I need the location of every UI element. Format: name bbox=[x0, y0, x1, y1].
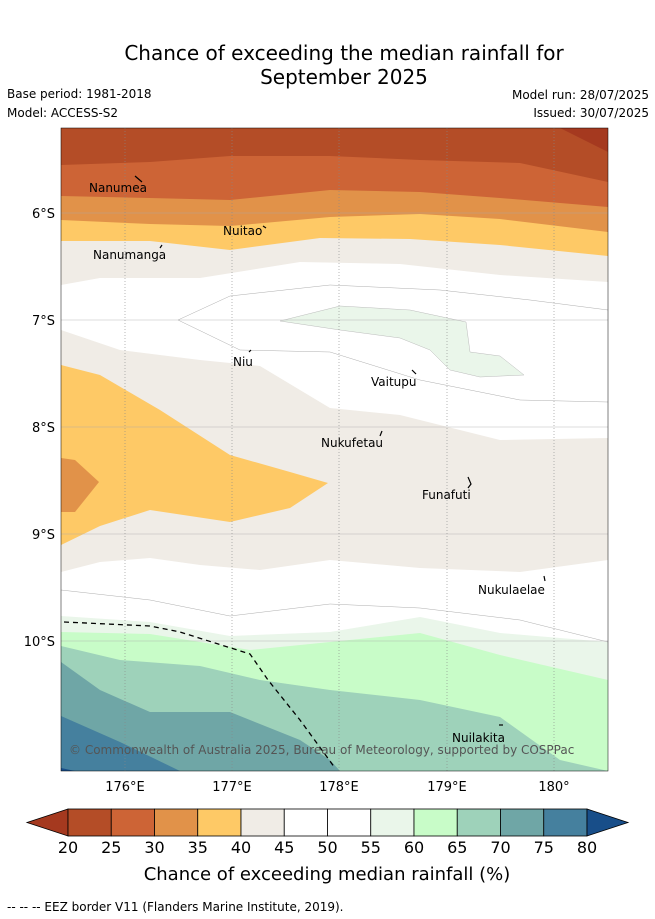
place-label: Nukulaelae bbox=[478, 583, 545, 597]
place-label: Nanumea bbox=[89, 181, 147, 195]
colorbar-tick-label: 70 bbox=[490, 838, 510, 857]
latitude-label: 10°S bbox=[24, 635, 55, 650]
longitude-label: 177°E bbox=[212, 780, 252, 795]
band-55-60-pocket bbox=[279, 305, 525, 378]
band-80-plus bbox=[61, 768, 75, 771]
colorbar-segment bbox=[240, 808, 285, 837]
latitude-label: 6°S bbox=[32, 207, 55, 222]
graticule bbox=[61, 128, 608, 771]
colorbar-ticks: 20 25 30 35 40 45 50 55 60 65 70 75 80 bbox=[58, 838, 597, 857]
colorbar-segment bbox=[543, 808, 588, 837]
place-label: Nukufetau bbox=[321, 436, 383, 450]
colorbar bbox=[25, 808, 630, 837]
colorbar-tick-label: 65 bbox=[447, 838, 467, 857]
place-label: Funafuti bbox=[422, 488, 471, 502]
place-label: Nuitao bbox=[223, 224, 262, 238]
colorbar-tick-label: 60 bbox=[404, 838, 424, 857]
colorbar-tick-label: 35 bbox=[188, 838, 208, 857]
place-label: Nanumanga bbox=[93, 248, 166, 262]
place-label: Niu bbox=[233, 355, 253, 369]
latitude-label: 8°S bbox=[32, 421, 55, 436]
title-line-1: Chance of exceeding the median rainfall … bbox=[124, 41, 564, 65]
colorbar-tick-label: 80 bbox=[577, 838, 597, 857]
latitude-label: 9°S bbox=[32, 528, 55, 543]
colorbar-segment bbox=[283, 808, 328, 837]
eez-border-line bbox=[63, 621, 336, 769]
latitude-label: 7°S bbox=[32, 314, 55, 329]
map-figure: Nanumea Nuitao Nanumanga Niu Vaitupu Nuk… bbox=[24, 127, 630, 885]
colorbar-tick-label: 20 bbox=[58, 838, 78, 857]
colorbar-segment bbox=[110, 808, 155, 837]
map-title: Chance of exceeding the median rainfall … bbox=[0, 41, 655, 89]
longitude-label: 178°E bbox=[319, 780, 359, 795]
colorbar-segment bbox=[67, 808, 112, 837]
band-70-75 bbox=[61, 662, 340, 771]
issued-date: Issued: 30/07/2025 bbox=[533, 106, 649, 120]
colorbar-segment bbox=[456, 808, 501, 837]
place-label: Vaitupu bbox=[371, 375, 417, 389]
colorbar-tick-label: 55 bbox=[361, 838, 381, 857]
band-40-45-central bbox=[61, 365, 328, 545]
colorbar-label: Chance of exceeding median rainfall (%) bbox=[144, 864, 511, 885]
band-35-40-central bbox=[61, 458, 99, 512]
band-20-25 bbox=[560, 128, 608, 152]
eez-footnote: -- -- -- EEZ border V11 (Flanders Marine… bbox=[7, 900, 344, 914]
island-marks bbox=[134, 175, 546, 726]
colorbar-tick-label: 40 bbox=[231, 838, 251, 857]
longitude-label: 176°E bbox=[105, 780, 145, 795]
colorbar-segment bbox=[413, 808, 458, 837]
copyright-notice: © Commonwealth of Australia 2025, Bureau… bbox=[69, 743, 574, 757]
colorbar-tick-label: 30 bbox=[144, 838, 164, 857]
longitude-label: 179°E bbox=[427, 780, 467, 795]
colorbar-segment bbox=[370, 808, 415, 837]
base-period: Base period: 1981-2018 bbox=[7, 87, 152, 101]
colorbar-segment bbox=[197, 808, 242, 837]
map-frame bbox=[60, 127, 609, 772]
colorbar-tick-label: 45 bbox=[274, 838, 294, 857]
colorbar-segment bbox=[500, 808, 545, 837]
model-run: Model run: 28/07/2025 bbox=[511, 88, 649, 102]
model-name: Model: ACCESS-S2 bbox=[7, 106, 119, 120]
band-75-80 bbox=[61, 716, 180, 771]
longitude-label: 180° bbox=[538, 780, 569, 795]
title-line-2: September 2025 bbox=[260, 65, 428, 89]
colorbar-extension-low bbox=[25, 808, 69, 837]
colorbar-tick-label: 75 bbox=[534, 838, 554, 857]
colorbar-extension-high bbox=[586, 808, 630, 837]
colorbar-tick-label: 25 bbox=[101, 838, 121, 857]
place-label: Nuilakita bbox=[452, 731, 505, 745]
colorbar-tick-label: 50 bbox=[317, 838, 337, 857]
colorbar-segment bbox=[154, 808, 199, 837]
colorbar-segment bbox=[327, 808, 372, 837]
